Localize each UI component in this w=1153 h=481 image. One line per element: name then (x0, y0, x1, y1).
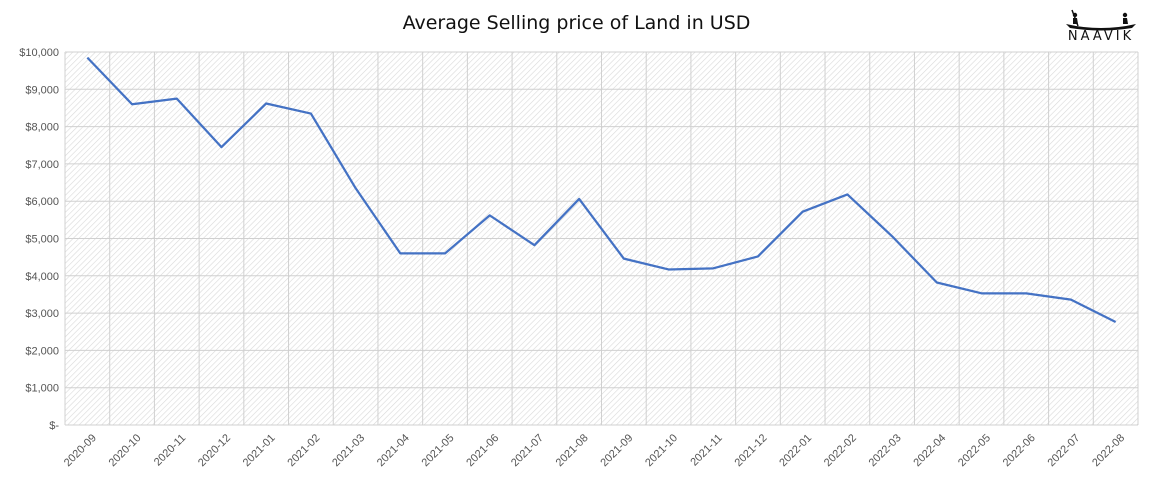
x-tick-label: 2022-06 (1001, 432, 1038, 469)
y-tick-label: $3,000 (25, 308, 59, 320)
x-tick-label: 2020-09 (62, 432, 99, 469)
y-tick-label: $1,000 (25, 383, 59, 395)
y-tick-label: $- (49, 420, 59, 432)
x-tick-label: 2021-05 (420, 432, 457, 469)
y-tick-label: $4,000 (25, 271, 59, 283)
naavik-logo-boat-icon (1066, 9, 1136, 31)
x-tick-label: 2021-06 (464, 432, 501, 469)
series-line (86, 56, 1117, 324)
x-tick-label: 2021-09 (598, 432, 635, 469)
y-axis: $- $1,000 $2,000 $3,000 $4,000 $5,000 $6,000 $7… (19, 47, 59, 432)
series-layer (86, 56, 1117, 324)
x-tick-label: 2022-05 (956, 432, 993, 469)
x-tick-label: 2022-04 (911, 432, 948, 469)
y-tick-label: $8,000 (25, 122, 59, 134)
x-tick-label: 2021-04 (375, 432, 412, 469)
y-tick-label: $7,000 (25, 159, 59, 171)
x-tick-label: 2022-08 (1090, 432, 1127, 469)
chart-title: Average Selling price of Land in USD (402, 12, 751, 34)
x-tick-label: 2021-07 (509, 432, 546, 469)
y-tick-label: $9,000 (25, 84, 59, 96)
y-tick-label: $5,000 (25, 234, 59, 246)
x-tick-label: 2022-01 (777, 432, 814, 469)
x-tick-label: 2021-08 (554, 432, 591, 469)
x-tick-label: 2021-12 (733, 432, 770, 469)
x-tick-label: 2022-07 (1045, 432, 1082, 469)
x-tick-label: 2020-12 (196, 432, 233, 469)
x-tick-label: 2021-11 (688, 432, 724, 468)
y-tick-label: $10,000 (19, 47, 59, 59)
y-tick-label: $6,000 (25, 196, 59, 208)
x-tick-label: 2021-01 (241, 432, 278, 469)
x-tick-label: 2022-02 (822, 432, 859, 469)
x-tick-label: 2022-03 (867, 432, 904, 469)
x-axis: 2020-09 2020-10 2020-11 2020-12 2021-01 2021-… (62, 432, 1127, 469)
logo-text: NAAVIK (1067, 29, 1135, 44)
x-tick-label: 2021-03 (330, 432, 367, 469)
x-tick-label: 2020-10 (107, 432, 144, 469)
x-tick-label: 2021-02 (285, 432, 322, 469)
x-tick-label: 2020-11 (152, 432, 188, 468)
x-tick-label: 2021-10 (643, 432, 680, 469)
y-tick-label: $2,000 (25, 345, 59, 357)
